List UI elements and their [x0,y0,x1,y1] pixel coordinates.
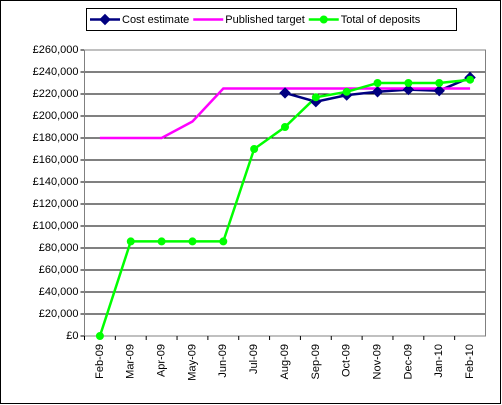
x-tick-label: Apr-09 [156,344,168,377]
marker [311,93,320,102]
x-tick-label: Sep-09 [310,344,322,379]
marker [371,86,384,98]
y-tick-label: £140,000 [33,176,79,188]
marker [433,84,445,97]
x-tick-label: Aug-09 [279,344,291,379]
y-tick-label: £180,000 [33,132,79,144]
marker [126,237,135,246]
legend: Cost estimate Published target Total of de… [86,8,457,31]
plot-border [84,49,486,337]
x-tick-label: Jan-10 [433,344,445,378]
x-tick-label: Dec-09 [402,344,414,379]
marker [250,145,259,153]
marker [281,123,289,131]
y-tick-label: £20,000 [39,308,79,320]
marker [219,237,228,246]
legend-marker [99,13,111,26]
marker [466,75,475,84]
x-tick-label: May-09 [186,344,198,381]
marker [373,79,382,87]
x-tick-label: Feb-09 [94,344,106,379]
marker [188,237,197,246]
marker [157,237,166,246]
y-tick-label: £60,000 [39,264,79,276]
legend-label: Total of deposits [341,14,421,26]
marker [404,79,413,87]
x-tick-label: Feb-10 [464,344,476,379]
y-tick-label: £240,000 [33,66,79,78]
y-tick-label: £220,000 [33,88,79,100]
y-tick-label: £0 [66,330,78,342]
y-tick-label: £80,000 [39,242,79,254]
marker [279,87,291,99]
y-tick-label: £100,000 [33,220,79,232]
y-tick-label: £260,000 [33,44,79,56]
marker [95,332,104,340]
marker [435,79,444,87]
legend-label: Cost estimate [122,14,189,26]
x-tick-label: Jul-09 [248,344,260,374]
legend-label: Published target [225,14,305,26]
marker [402,83,415,96]
marker [342,87,351,96]
x-tick-label: Nov-09 [371,344,383,379]
legend-marker [319,15,328,24]
x-tick-label: Oct-09 [341,344,353,377]
y-tick-label: £160,000 [33,154,79,166]
x-tick-label: Mar-09 [125,344,137,379]
legend-box [86,8,457,31]
y-tick-label: £200,000 [33,110,79,122]
y-tick-label: £120,000 [33,198,79,210]
y-tick-label: £40,000 [39,286,79,298]
x-tick-label: Jun-09 [217,344,229,378]
